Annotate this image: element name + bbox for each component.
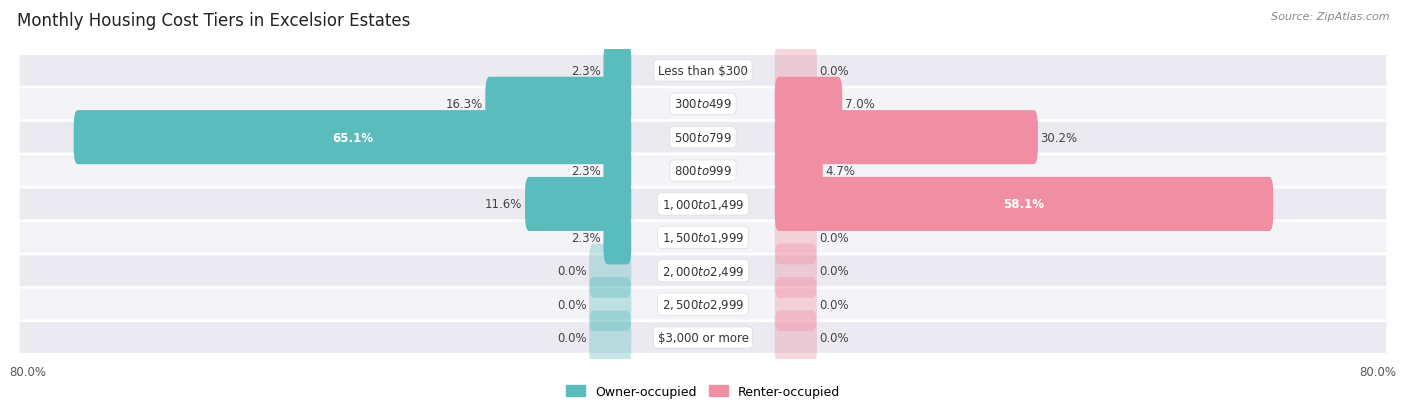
Legend: Owner-occupied, Renter-occupied: Owner-occupied, Renter-occupied — [561, 380, 845, 403]
Text: 7.0%: 7.0% — [845, 98, 875, 111]
Text: $2,500 to $2,999: $2,500 to $2,999 — [662, 297, 744, 311]
FancyBboxPatch shape — [485, 78, 631, 131]
Text: 58.1%: 58.1% — [1004, 198, 1045, 211]
Text: 0.0%: 0.0% — [820, 65, 849, 78]
Text: 30.2%: 30.2% — [1040, 131, 1077, 144]
FancyBboxPatch shape — [603, 211, 631, 265]
FancyBboxPatch shape — [524, 178, 631, 231]
Text: 0.0%: 0.0% — [557, 298, 586, 311]
FancyBboxPatch shape — [20, 89, 1386, 120]
FancyBboxPatch shape — [775, 311, 817, 365]
FancyBboxPatch shape — [589, 244, 631, 298]
FancyBboxPatch shape — [775, 44, 817, 98]
FancyBboxPatch shape — [603, 44, 631, 98]
Text: $300 to $499: $300 to $499 — [673, 98, 733, 111]
Text: $3,000 or more: $3,000 or more — [658, 331, 748, 344]
FancyBboxPatch shape — [20, 322, 1386, 353]
Text: $1,500 to $1,999: $1,500 to $1,999 — [662, 231, 744, 245]
Text: Monthly Housing Cost Tiers in Excelsior Estates: Monthly Housing Cost Tiers in Excelsior … — [17, 12, 411, 30]
FancyBboxPatch shape — [20, 289, 1386, 320]
FancyBboxPatch shape — [775, 78, 842, 131]
Text: 0.0%: 0.0% — [557, 265, 586, 278]
FancyBboxPatch shape — [775, 278, 817, 331]
FancyBboxPatch shape — [20, 56, 1386, 87]
Text: 2.3%: 2.3% — [571, 231, 600, 244]
FancyBboxPatch shape — [20, 256, 1386, 286]
FancyBboxPatch shape — [775, 244, 817, 298]
Text: 2.3%: 2.3% — [571, 165, 600, 178]
FancyBboxPatch shape — [20, 156, 1386, 186]
Text: 16.3%: 16.3% — [446, 98, 482, 111]
Text: 0.0%: 0.0% — [557, 331, 586, 344]
Text: 65.1%: 65.1% — [332, 131, 373, 144]
FancyBboxPatch shape — [589, 311, 631, 365]
Text: 0.0%: 0.0% — [820, 298, 849, 311]
FancyBboxPatch shape — [20, 123, 1386, 153]
FancyBboxPatch shape — [603, 144, 631, 198]
Text: $2,000 to $2,499: $2,000 to $2,499 — [662, 264, 744, 278]
FancyBboxPatch shape — [20, 223, 1386, 253]
Text: 2.3%: 2.3% — [571, 65, 600, 78]
Text: Less than $300: Less than $300 — [658, 65, 748, 78]
Text: 11.6%: 11.6% — [485, 198, 523, 211]
FancyBboxPatch shape — [775, 211, 817, 265]
FancyBboxPatch shape — [775, 178, 1274, 231]
Text: Source: ZipAtlas.com: Source: ZipAtlas.com — [1271, 12, 1389, 22]
FancyBboxPatch shape — [73, 111, 631, 165]
FancyBboxPatch shape — [775, 111, 1038, 165]
Text: 4.7%: 4.7% — [825, 165, 855, 178]
Text: 0.0%: 0.0% — [820, 231, 849, 244]
Text: 0.0%: 0.0% — [820, 331, 849, 344]
FancyBboxPatch shape — [20, 189, 1386, 220]
Text: 0.0%: 0.0% — [820, 265, 849, 278]
FancyBboxPatch shape — [589, 278, 631, 331]
Text: $800 to $999: $800 to $999 — [673, 165, 733, 178]
FancyBboxPatch shape — [775, 144, 823, 198]
Text: $1,000 to $1,499: $1,000 to $1,499 — [662, 197, 744, 211]
Text: $500 to $799: $500 to $799 — [673, 131, 733, 144]
